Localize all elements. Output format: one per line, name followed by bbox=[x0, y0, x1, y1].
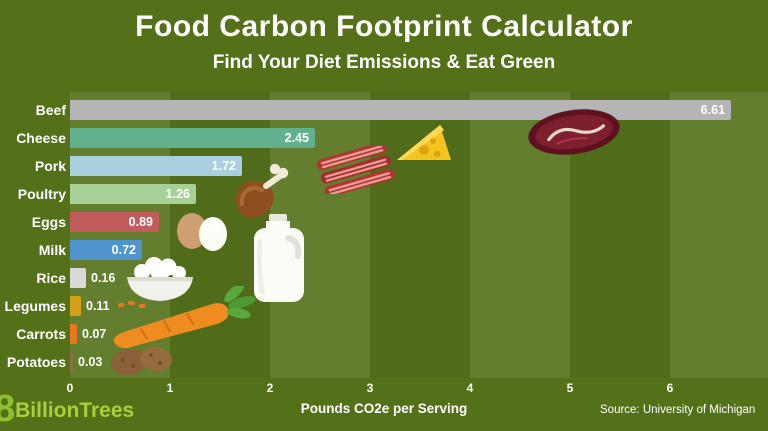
x-tick-5: 5 bbox=[566, 381, 574, 395]
rice-bowl-icon bbox=[127, 257, 193, 301]
x-tick-6: 6 bbox=[666, 381, 674, 395]
category-label-milk: Milk bbox=[38, 242, 66, 258]
x-tick-1: 1 bbox=[166, 381, 174, 395]
lentils-icon bbox=[118, 300, 146, 309]
chart-row: Beef 6.61 bbox=[2, 96, 768, 124]
bar-cheese: 2.45 bbox=[70, 128, 315, 148]
value-label: 0.72 bbox=[111, 243, 136, 257]
value-label: 1.26 bbox=[165, 187, 190, 201]
bar-carrots bbox=[70, 324, 77, 344]
brand-logo: 8BillionTrees .com bbox=[0, 390, 148, 431]
value-label: 2.45 bbox=[284, 131, 309, 145]
category-label-poultry: Poultry bbox=[17, 186, 66, 202]
value-label: 1.72 bbox=[211, 159, 236, 173]
carrot-icon bbox=[113, 286, 256, 349]
category-label-cheese: Cheese bbox=[16, 130, 66, 146]
chart-row: Potatoes 0.03 bbox=[2, 348, 768, 376]
bar-milk: 0.72 bbox=[70, 240, 142, 260]
bar-potatoes bbox=[70, 352, 73, 372]
bar-rice bbox=[70, 268, 86, 288]
logo-number: 8 bbox=[0, 388, 16, 430]
cheese-icon bbox=[397, 125, 451, 160]
category-label-rice: Rice bbox=[36, 270, 66, 286]
chart-row: Eggs 0.89 bbox=[2, 208, 768, 236]
x-tick-2: 2 bbox=[266, 381, 274, 395]
milk-jug-icon bbox=[254, 214, 304, 302]
category-label-legumes: Legumes bbox=[4, 298, 66, 314]
value-label: 0.07 bbox=[82, 327, 107, 341]
bar-legumes bbox=[70, 296, 81, 316]
page-subtitle: Find Your Diet Emissions & Eat Green bbox=[212, 52, 556, 73]
x-tick-3: 3 bbox=[366, 381, 374, 395]
x-axis-label: Pounds CO2e per Serving bbox=[300, 401, 468, 416]
logo-text: BillionTrees bbox=[15, 399, 135, 422]
steak-icon bbox=[528, 109, 620, 155]
bacon-icon bbox=[317, 146, 395, 194]
value-label: 0.03 bbox=[78, 355, 103, 369]
chart-row: Poultry 1.26 bbox=[2, 180, 768, 208]
value-label: 6.61 bbox=[700, 103, 725, 117]
x-tick-0: 0 bbox=[66, 381, 74, 395]
category-label-beef: Beef bbox=[35, 102, 66, 118]
category-label-carrots: Carrots bbox=[16, 326, 66, 342]
category-label-pork: Pork bbox=[34, 158, 66, 174]
logo-tld: .com bbox=[0, 429, 148, 431]
x-tick-4: 4 bbox=[466, 381, 474, 395]
chart-row: Milk 0.72 bbox=[2, 236, 768, 264]
chart-row: Carrots 0.07 bbox=[2, 320, 768, 348]
category-label-eggs: Eggs bbox=[31, 214, 66, 230]
category-label-potatoes: Potatoes bbox=[6, 354, 66, 370]
bar-poultry: 1.26 bbox=[70, 184, 196, 204]
potatoes-icon bbox=[111, 346, 172, 376]
chart-row: Pork 1.72 bbox=[2, 152, 768, 180]
value-label: 0.11 bbox=[86, 299, 110, 313]
source-attribution: Source: University of Michigan bbox=[600, 404, 756, 416]
header: Food Carbon Footprint Calculator Find Yo… bbox=[0, 10, 768, 74]
eggs-icon bbox=[177, 213, 227, 251]
chart-row: Rice 0.16 bbox=[2, 264, 768, 292]
value-label: 0.16 bbox=[91, 271, 116, 285]
chart-row: Cheese 2.45 bbox=[2, 124, 768, 152]
page-title: Food Carbon Footprint Calculator bbox=[135, 10, 633, 43]
bar-pork: 1.72 bbox=[70, 156, 242, 176]
bar-eggs: 0.89 bbox=[70, 212, 159, 232]
x-axis-ticks: 0 1 2 3 4 5 6 bbox=[66, 381, 768, 395]
drumstick-icon bbox=[235, 164, 289, 218]
value-label: 0.89 bbox=[128, 215, 153, 229]
chart-row: Legumes 0.11 bbox=[2, 292, 768, 320]
